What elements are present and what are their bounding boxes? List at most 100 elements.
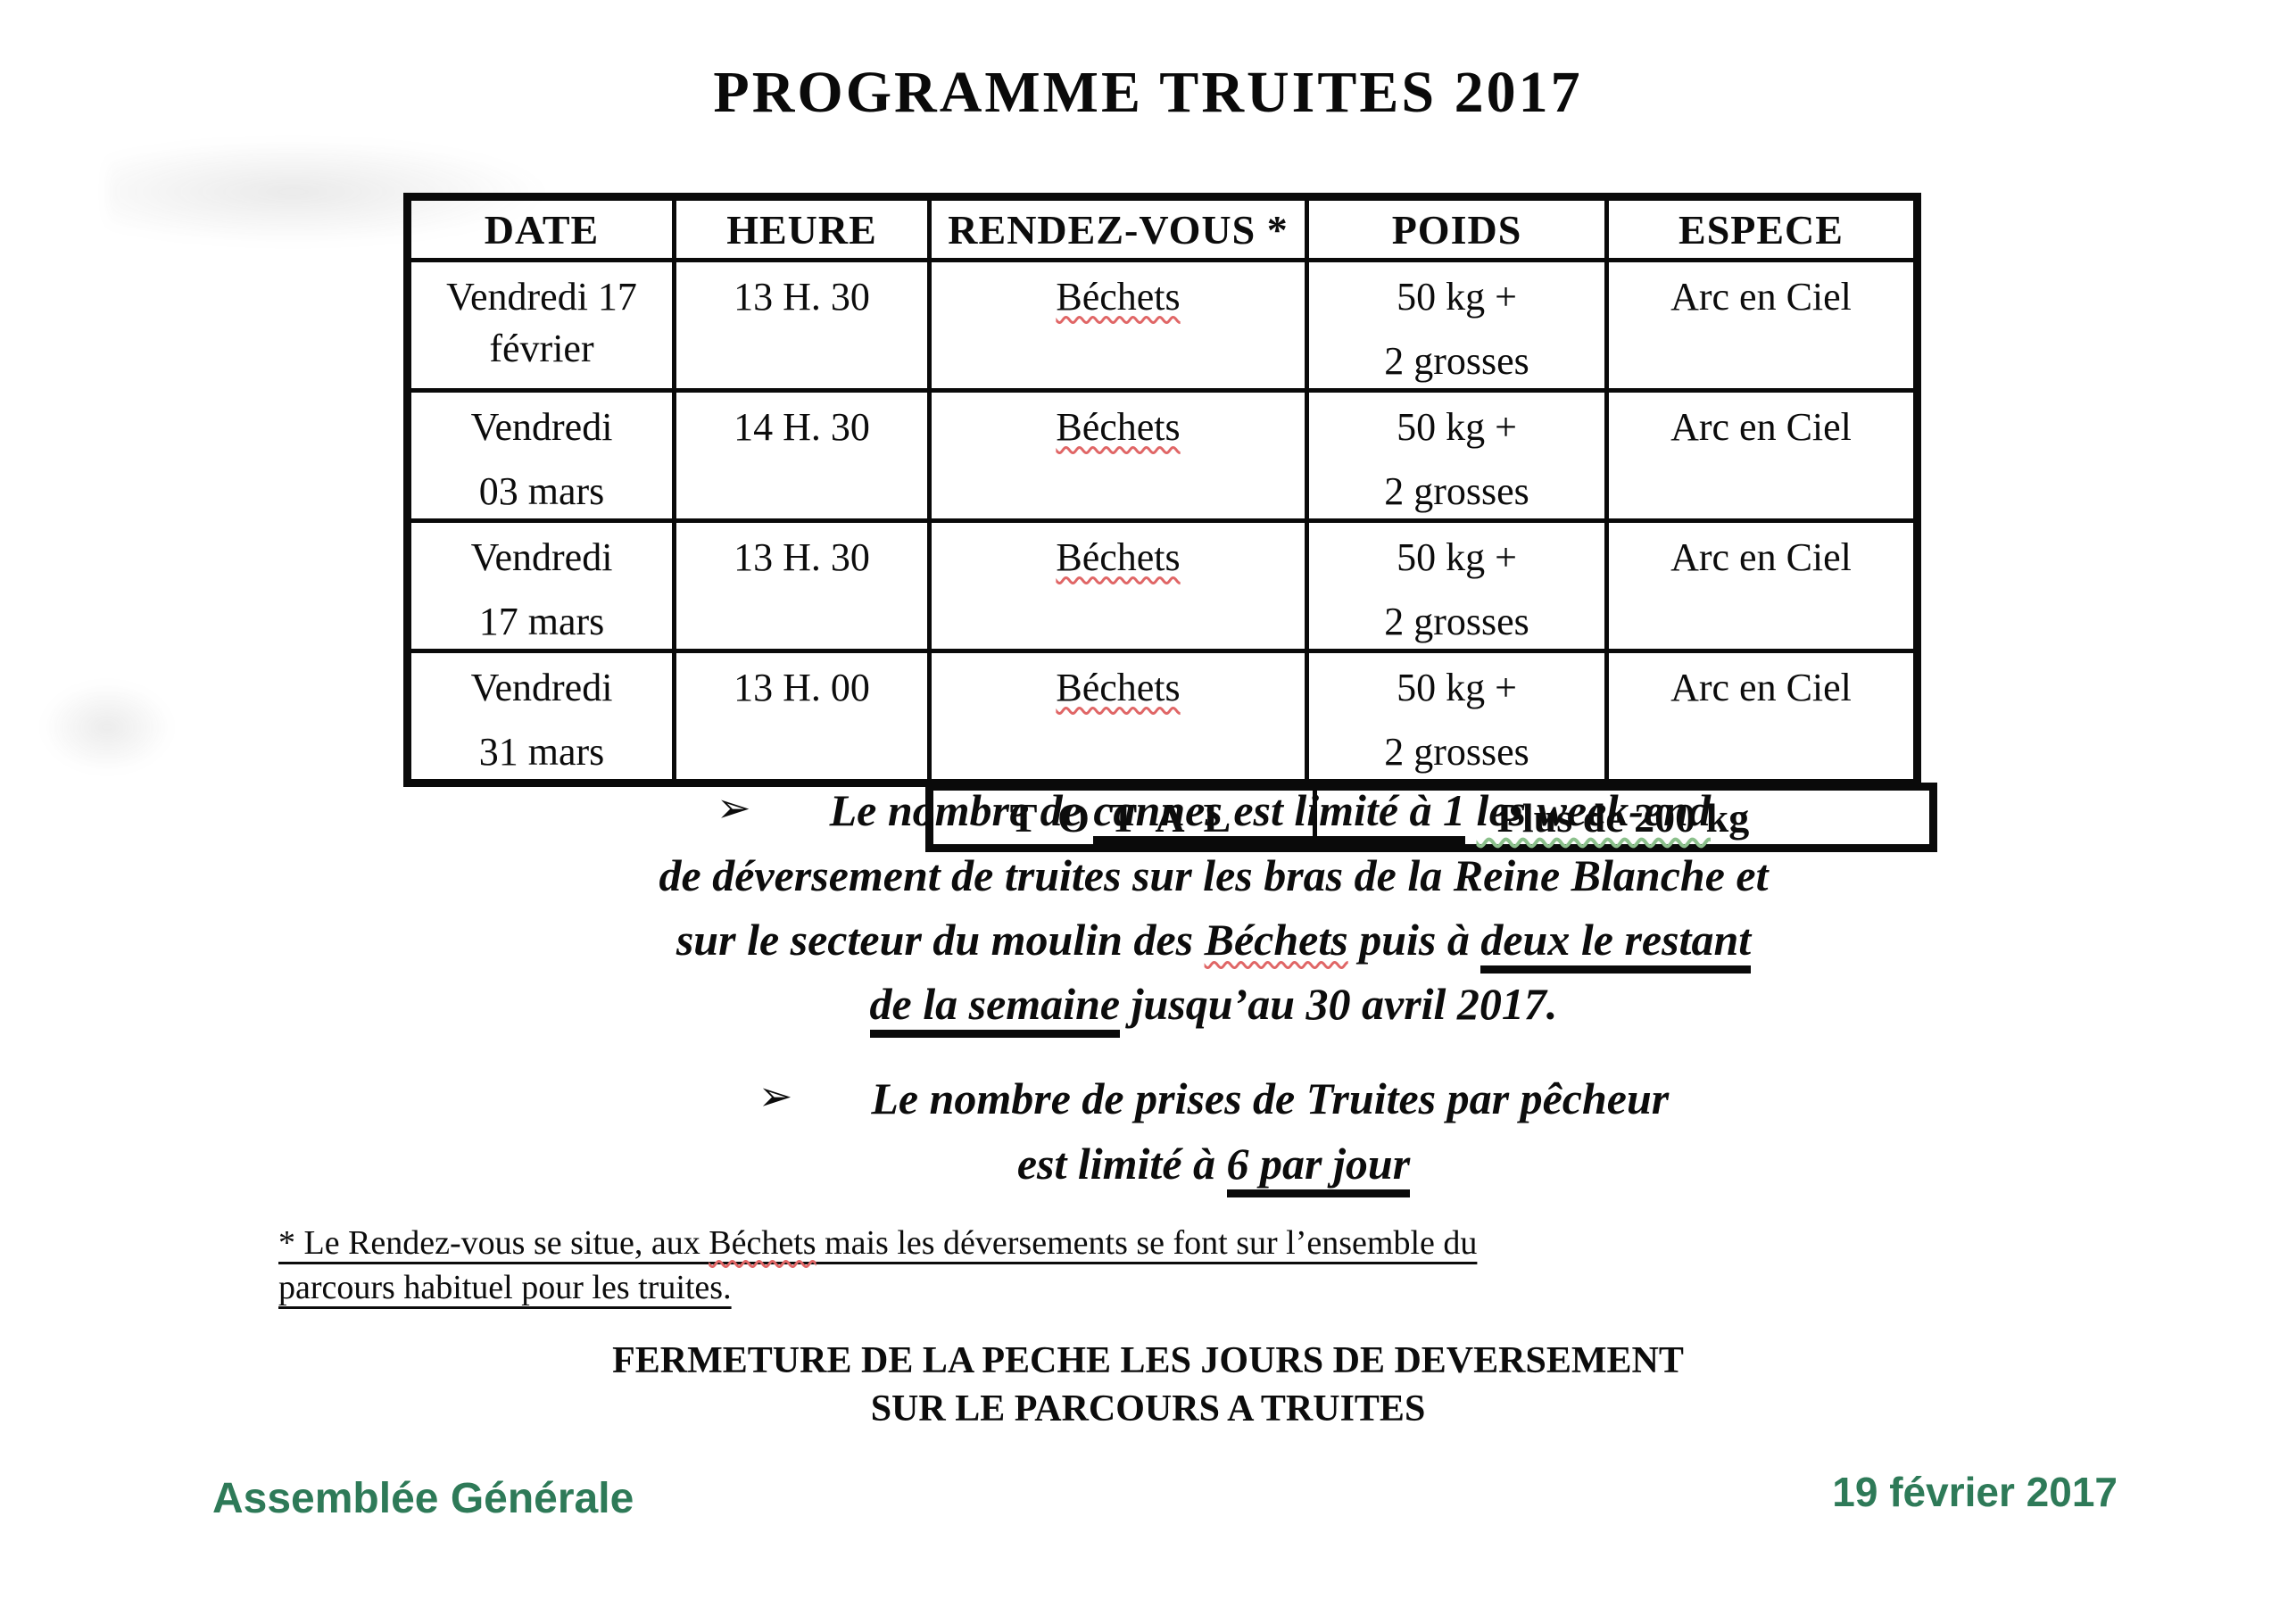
poids-line1: 50 kg + bbox=[1397, 535, 1517, 579]
cell-heure: 13 H. 30 bbox=[672, 258, 932, 393]
cell-poids: 50 kg + 2 grosses bbox=[1305, 649, 1609, 785]
date-line1: Vendredi 17 bbox=[446, 275, 637, 319]
footnote-text: * Le Rendez-vous se situe, aux bbox=[278, 1224, 709, 1262]
cell-date: Vendredi 17 mars bbox=[405, 518, 676, 653]
col-header-poids: POIDS bbox=[1305, 195, 1609, 262]
schedule-table: DATE HEURE RENDEZ-VOUS * POIDS ESPECE Ve… bbox=[403, 193, 1937, 852]
cell-espece: Arc en Ciel bbox=[1604, 518, 1919, 653]
rdv-value: Béchets bbox=[1056, 535, 1181, 579]
space bbox=[1465, 785, 1477, 835]
bullet1-underlined: deux le restant bbox=[1480, 915, 1752, 974]
bullet1-text: sur le secteur du moulin des bbox=[676, 915, 1205, 965]
espece-value: Arc en Ciel bbox=[1670, 666, 1852, 709]
table-row: Vendredi 17 février 13 H. 30 Béchets 50 k… bbox=[405, 258, 1919, 393]
col-header-date: DATE bbox=[405, 195, 676, 262]
cell-rdv: Béchets bbox=[927, 649, 1309, 785]
poids-line2: 2 grosses bbox=[1384, 469, 1529, 513]
espece-value: Arc en Ciel bbox=[1670, 275, 1852, 319]
date-line2: 17 mars bbox=[478, 600, 605, 643]
total-value: Plus de 200 kg bbox=[1313, 784, 1935, 850]
cell-poids: 50 kg + 2 grosses bbox=[1305, 388, 1609, 523]
closure-line1: FERMETURE DE LA PECHE LES JOURS DE DEVER… bbox=[612, 1340, 1684, 1381]
bullet2-line1: ➢ Le nombre de prises de Truites par pêch… bbox=[134, 1066, 2293, 1131]
bullet2-text: Le nombre de prises de Truites par pêche… bbox=[871, 1073, 1670, 1123]
cell-rdv: Béchets bbox=[927, 388, 1309, 523]
bullet1-underlined: de la semaine bbox=[869, 979, 1121, 1038]
bullet1-text: Le nombre de bbox=[829, 785, 1094, 835]
cell-espece: Arc en Ciel bbox=[1604, 388, 1919, 523]
date-line1: Vendredi bbox=[470, 405, 613, 449]
bullet1-text: jusqu’au 30 avril 2017. bbox=[1120, 979, 1558, 1029]
date-line2: 31 mars bbox=[478, 730, 605, 774]
cell-heure: 13 H. 00 bbox=[672, 649, 932, 785]
poids-line2: 2 grosses bbox=[1384, 600, 1529, 643]
poids-line1: 50 kg + bbox=[1397, 666, 1517, 709]
scan-artifact bbox=[36, 678, 178, 776]
poids-line2: 2 grosses bbox=[1384, 730, 1529, 774]
rules-section: ➢ Le nombre de cannes est limité à 1 les … bbox=[134, 778, 2293, 1197]
cell-date: Vendredi 31 mars bbox=[405, 649, 676, 785]
bullet1-spellcheck-flag: Béchets bbox=[1204, 915, 1348, 965]
bullet1-line2: de déversement de truites sur les bras d… bbox=[659, 850, 1769, 900]
footnote: * Le Rendez-vous se situe, aux Béchets m… bbox=[278, 1221, 2027, 1310]
rdv-value: Béchets bbox=[1056, 405, 1181, 449]
col-header-rdv: RENDEZ-VOUS * bbox=[927, 195, 1309, 262]
bullet1-text: puis à bbox=[1347, 915, 1481, 965]
bullet1-line3: sur le secteur du moulin des Béchets pui… bbox=[134, 907, 2293, 974]
heure-value: 13 H. 30 bbox=[734, 535, 870, 579]
page-title: PROGRAMME TRUITES 2017 bbox=[713, 60, 1583, 125]
trout-schedule: DATE HEURE RENDEZ-VOUS * POIDS ESPECE Ve… bbox=[403, 193, 1921, 787]
arrow-bullet-icon: ➢ bbox=[758, 1072, 793, 1120]
bullet1-line4: de la semaine jusqu’au 30 avril 2017. bbox=[134, 972, 2293, 1038]
cell-espece: Arc en Ciel bbox=[1604, 258, 1919, 393]
table-row: Vendredi 17 mars 13 H. 30 Béchets 50 kg +… bbox=[405, 518, 1919, 653]
heure-value: 14 H. 30 bbox=[734, 405, 870, 449]
arrow-bullet-icon: ➢ bbox=[717, 783, 751, 832]
footnote-line2: parcours habituel pour les truites. bbox=[278, 1265, 2027, 1310]
date-line1: Vendredi bbox=[470, 535, 613, 579]
poids-line2: 2 grosses bbox=[1384, 339, 1529, 383]
bullet1-grammar-flag: les week-end bbox=[1476, 785, 1711, 835]
cell-poids: 50 kg + 2 grosses bbox=[1305, 518, 1609, 653]
table-row: Vendredi 31 mars 13 H. 00 Béchets 50 kg +… bbox=[405, 649, 1919, 785]
footer-assembly-label: Assemblée Générale bbox=[212, 1475, 634, 1522]
rdv-value: Béchets bbox=[1056, 275, 1181, 319]
rdv-value: Béchets bbox=[1056, 666, 1181, 709]
poids-line1: 50 kg + bbox=[1397, 275, 1517, 319]
cell-heure: 13 H. 30 bbox=[672, 518, 932, 653]
header-row: DATE HEURE RENDEZ-VOUS * POIDS ESPECE bbox=[405, 195, 1919, 262]
footnote-text: mais les déversements se font sur l’ense… bbox=[816, 1224, 1478, 1262]
bullet2-line2: est limité à 6 par jour bbox=[134, 1131, 2293, 1197]
total-label: T O T A L bbox=[927, 784, 1317, 850]
col-header-heure: HEURE bbox=[672, 195, 932, 262]
footnote-text: parcours habituel pour les truites. bbox=[278, 1269, 732, 1306]
cell-poids: 50 kg + 2 grosses bbox=[1305, 258, 1609, 393]
date-line2: 03 mars bbox=[478, 469, 605, 513]
cell-espece: Arc en Ciel bbox=[1604, 649, 1919, 785]
bullet1-line1: ➢ Le nombre de cannes est limité à 1 les … bbox=[134, 778, 2293, 844]
total-row: T O T A L Plus de 200 kg bbox=[925, 783, 1937, 852]
footer-date: 19 février 2017 bbox=[1832, 1469, 2118, 1515]
espece-value: Arc en Ciel bbox=[1670, 405, 1852, 449]
date-line2: février bbox=[489, 327, 594, 370]
bullet2-underlined: 6 par jour bbox=[1226, 1139, 1411, 1197]
cell-rdv: Béchets bbox=[927, 518, 1309, 653]
closure-line2: SUR LE PARCOURS A TRUITES bbox=[870, 1388, 1426, 1429]
bullet2-text: est limité à bbox=[1016, 1139, 1227, 1189]
col-header-espece: ESPECE bbox=[1604, 195, 1919, 262]
bullet1-underlined: cannes est limité à 1 bbox=[1093, 785, 1466, 844]
poids-line1: 50 kg + bbox=[1397, 405, 1517, 449]
cell-heure: 14 H. 30 bbox=[672, 388, 932, 523]
closure-notice: FERMETURE DE LA PECHE LES JOURS DE DEVER… bbox=[0, 1337, 2296, 1433]
table-row: Vendredi 03 mars 14 H. 30 Béchets 50 kg +… bbox=[405, 388, 1919, 523]
cell-date: Vendredi 17 février bbox=[405, 258, 676, 393]
footnote-line1: * Le Rendez-vous se situe, aux Béchets m… bbox=[278, 1221, 2027, 1265]
date-line1: Vendredi bbox=[470, 666, 613, 709]
footnote-spellcheck-flag: Béchets bbox=[709, 1224, 816, 1262]
espece-value: Arc en Ciel bbox=[1670, 535, 1852, 579]
heure-value: 13 H. 30 bbox=[734, 275, 870, 319]
heure-value: 13 H. 00 bbox=[734, 666, 870, 709]
cell-rdv: Béchets bbox=[927, 258, 1309, 393]
cell-date: Vendredi 03 mars bbox=[405, 388, 676, 523]
